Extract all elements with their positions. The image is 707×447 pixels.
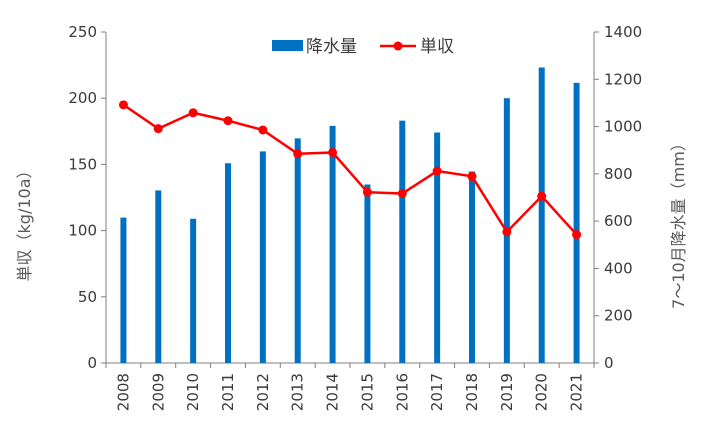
yield-point	[572, 230, 582, 240]
x-tick-label: 2016	[393, 373, 411, 411]
x-tick-label: 2012	[254, 373, 272, 411]
yield-point	[258, 125, 268, 135]
legend-label-precipitation: 降水量	[306, 37, 357, 57]
bar	[259, 151, 266, 363]
right-tick-label: 1400	[604, 23, 642, 41]
left-tick-label: 0	[87, 354, 97, 372]
legend-label-yield: 単収	[420, 37, 454, 57]
x-tick-label: 2008	[114, 373, 132, 411]
right-tick-label: 200	[604, 307, 633, 325]
right-axis-ticks: 0 200 400 600 800 1000 1200 1400	[594, 23, 642, 372]
legend: 降水量 単収	[272, 37, 454, 57]
left-axis-title: 単収（kg/10a）	[15, 163, 34, 282]
bar	[329, 125, 336, 363]
x-tick-label: 2014	[324, 373, 342, 411]
right-axis-title: 7～10月降水量（mm）	[669, 135, 688, 309]
left-tick-label: 150	[68, 155, 97, 173]
left-tick-label: 200	[68, 89, 97, 107]
line-series-yield	[118, 100, 582, 240]
x-tick-label: 2020	[533, 373, 551, 411]
x-axis-ticks: 2008 2009 2010 2011 2012 2013 2014 2015 2016 2017…	[105, 363, 595, 411]
yield-point	[118, 100, 128, 110]
x-tick-label: 2021	[568, 373, 586, 411]
bar	[434, 132, 441, 363]
bar	[469, 171, 475, 363]
bar	[190, 218, 197, 363]
yield-point	[223, 116, 233, 126]
right-tick-label: 0	[604, 354, 614, 372]
bar	[538, 67, 545, 363]
yield-point	[293, 149, 303, 159]
x-tick-label: 2019	[498, 373, 516, 411]
yield-point	[362, 187, 372, 197]
bar	[364, 184, 371, 363]
right-tick-label: 600	[604, 212, 633, 230]
legend-swatch-precipitation	[272, 40, 303, 51]
right-tick-label: 400	[604, 259, 633, 277]
yield-point	[537, 191, 547, 201]
right-tick-label: 1200	[604, 70, 642, 88]
x-tick-label: 2017	[428, 373, 446, 411]
left-tick-label: 50	[78, 288, 97, 306]
yield-point	[502, 227, 512, 237]
yield-point	[432, 166, 442, 176]
x-tick-label: 2009	[149, 373, 167, 411]
bar	[294, 138, 301, 363]
yield-point	[328, 147, 338, 157]
yield-point	[153, 124, 163, 134]
left-tick-label: 100	[68, 222, 97, 240]
yield-point	[188, 108, 198, 118]
x-tick-label: 2018	[463, 373, 481, 411]
right-tick-label: 1000	[604, 118, 642, 136]
bar	[573, 82, 580, 363]
x-tick-label: 2015	[358, 373, 376, 411]
bar	[120, 217, 127, 363]
yield-point	[467, 171, 477, 181]
bar	[225, 163, 231, 363]
yield-line	[122, 103, 578, 236]
bar	[399, 120, 406, 364]
legend-swatch-yield-marker	[393, 41, 403, 51]
x-tick-label: 2011	[219, 373, 237, 411]
left-axis-ticks: 0 50 100 150 200 250	[68, 23, 106, 372]
plot-area	[105, 32, 595, 364]
yield-point	[397, 189, 407, 199]
x-tick-label: 2013	[289, 373, 307, 411]
right-tick-label: 800	[604, 165, 633, 183]
left-tick-label: 250	[68, 23, 97, 41]
bar	[155, 190, 162, 363]
x-tick-label: 2010	[184, 373, 202, 411]
